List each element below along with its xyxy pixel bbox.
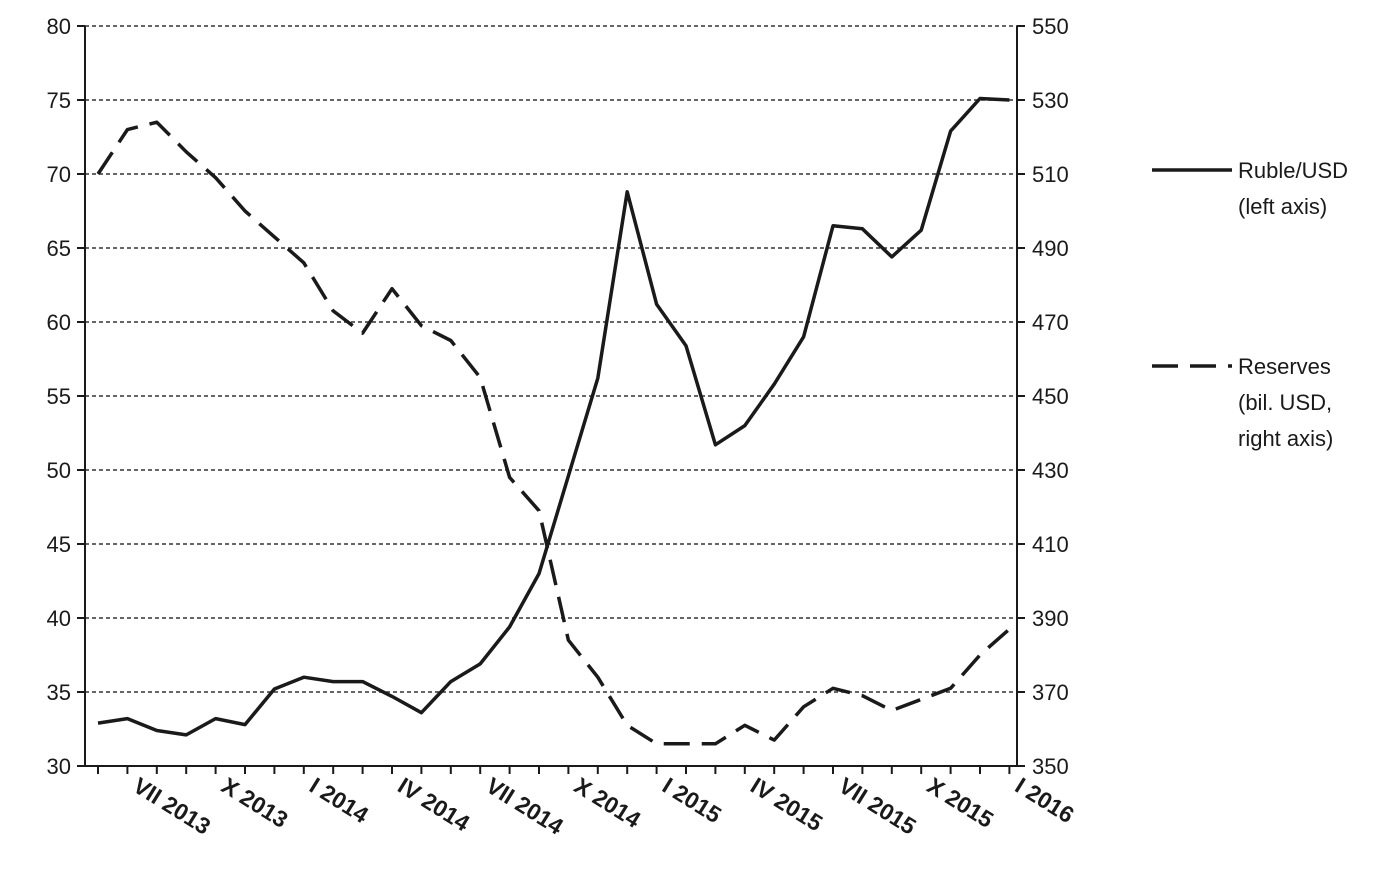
gridlines [85,25,1017,693]
left-tick-label: 35 [47,680,71,705]
right-tick-label: 350 [1032,754,1069,779]
legend-label: Ruble/USD [1238,158,1348,183]
right-tick-label: 370 [1032,680,1069,705]
legend-label: right axis) [1238,426,1333,451]
left-tick-label: 80 [47,14,71,39]
axes: 30 35 40 45 50 55 60 65 70 75 80 350 370 390 410 430 450… [47,14,1079,840]
left-tick-label: 40 [47,606,71,631]
right-tick-label: 410 [1032,532,1069,557]
x-tick-label: VII 2014 [482,772,569,840]
right-tick-label: 450 [1032,384,1069,409]
legend-ruble-usd: Ruble/USD (left axis) [1152,158,1348,219]
x-tick-label: I 2015 [658,772,726,828]
right-tick-label: 390 [1032,606,1069,631]
x-tick-label: I 2014 [305,772,373,828]
x-tick-label: VII 2015 [834,772,921,840]
series-lines [96,96,1011,746]
left-tick-label: 65 [47,236,71,261]
legend-label: Reserves [1238,354,1331,379]
left-tick-label: 45 [47,532,71,557]
ruble-usd-line [97,96,1010,737]
x-tick-label: VII 2013 [129,772,215,839]
x-tick-label: IV 2014 [393,772,474,836]
left-tick-label: 60 [47,310,71,335]
left-tick-label: 30 [47,754,71,779]
legend-label: (left axis) [1238,194,1327,219]
reserves-line [96,120,1011,746]
legend: Ruble/USD (left axis) Reserves (bil. USD, ri… [1152,158,1348,451]
right-tick-label: 510 [1032,162,1069,187]
x-tick-label: X 2013 [217,772,293,833]
x-tick-label: I 2016 [1011,772,1079,828]
right-tick-label: 470 [1032,310,1069,335]
right-tick-label: 490 [1032,236,1069,261]
x-tick-label: X 2015 [923,772,999,833]
legend-label: (bil. USD, [1238,390,1332,415]
left-tick-label: 55 [47,384,71,409]
left-tick-label: 75 [47,88,71,113]
left-tick-label: 70 [47,162,71,187]
right-tick-label: 430 [1032,458,1069,483]
legend-reserves: Reserves (bil. USD, right axis) [1152,354,1333,451]
x-tick-label: X 2014 [570,772,646,833]
right-tick-label: 530 [1032,88,1069,113]
left-tick-label: 50 [47,458,71,483]
right-tick-label: 550 [1032,14,1069,39]
x-tick-label: IV 2015 [746,772,827,836]
